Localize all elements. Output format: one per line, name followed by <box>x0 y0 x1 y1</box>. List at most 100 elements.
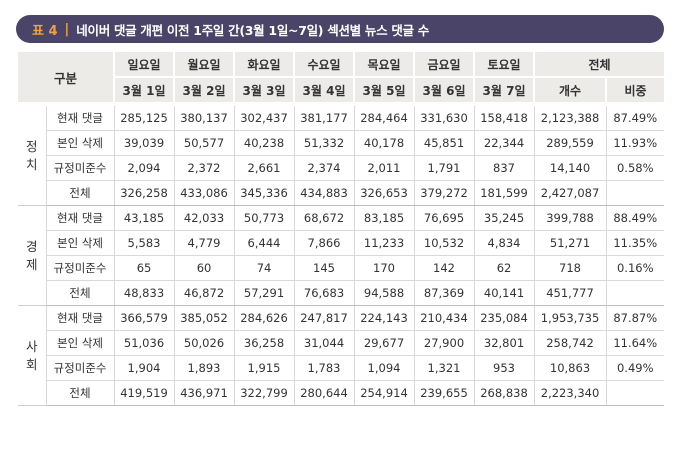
day-value-cell: 50,026 <box>173 330 235 356</box>
section-label: 정치 <box>18 106 47 206</box>
day-value-cell: 5,583 <box>113 230 175 256</box>
row-label: 본인 삭제 <box>46 130 115 156</box>
header-date: 3월 6일 <box>413 77 475 102</box>
day-value-cell: 302,437 <box>233 106 295 131</box>
table-body: 정치 현재 댓글 285,125 380,137 302,437 381,177 284,4… <box>18 102 665 406</box>
total-count-cell: 2,123,388 <box>533 106 607 131</box>
table-row: 사회 현재 댓글 366,579 385,052 284,626 247,817 224,1… <box>18 305 665 406</box>
day-value-cell: 2,094 <box>113 155 175 181</box>
ratio-cell: 87.49% <box>605 106 665 131</box>
header-row-dates: 3월 1일 3월 2일 3월 3일 3월 4일 3월 5일 3월 6일 3월 7… <box>18 77 665 102</box>
table-row: 본인 삭제 39,039 50,577 40,238 51,332 40,178 45,85… <box>18 130 665 156</box>
day-value-cell: 40,178 <box>353 130 415 156</box>
day-value-cell: 76,683 <box>293 280 355 306</box>
day-value-cell: 48,833 <box>113 280 175 306</box>
day-value-cell: 83,185 <box>353 205 415 231</box>
row-label: 전체 <box>46 180 115 206</box>
row-label: 규정미준수 <box>46 155 115 181</box>
ratio-cell <box>605 280 665 306</box>
day-value-cell: 50,773 <box>233 205 295 231</box>
table-row: 규정미준수 2,094 2,372 2,661 2,374 2,011 1,791 837 14… <box>18 155 665 181</box>
day-value-cell: 27,900 <box>413 330 475 356</box>
day-value-cell: 953 <box>473 355 535 381</box>
day-value-cell: 433,086 <box>173 180 235 206</box>
day-value-cell: 7,866 <box>293 230 355 256</box>
ratio-cell: 11.93% <box>605 130 665 156</box>
header-ratio: 비중 <box>605 77 665 102</box>
total-count-cell: 399,788 <box>533 205 607 231</box>
day-value-cell: 40,141 <box>473 280 535 306</box>
total-count-cell: 451,777 <box>533 280 607 306</box>
table-number: 표 4 <box>32 23 58 39</box>
day-value-cell: 379,272 <box>413 180 475 206</box>
table-title-bar: 표 4 | 네이버 댓글 개편 이전 1주일 간(3월 1일~7일) 섹션별 뉴… <box>16 15 664 43</box>
total-count-cell: 1,953,735 <box>533 305 607 331</box>
ratio-cell: 0.58% <box>605 155 665 181</box>
day-value-cell: 170 <box>353 255 415 281</box>
day-value-cell: 142 <box>413 255 475 281</box>
table-row: 정치 현재 댓글 285,125 380,137 302,437 381,177 284,4… <box>18 106 665 206</box>
day-value-cell: 2,011 <box>353 155 415 181</box>
table-row: 규정미준수 65 60 74 145 170 142 62 718 0.16% <box>18 255 665 281</box>
day-value-cell: 385,052 <box>173 305 235 331</box>
total-count-cell: 10,863 <box>533 355 607 381</box>
day-value-cell: 1,915 <box>233 355 295 381</box>
day-value-cell: 45,851 <box>413 130 475 156</box>
day-value-cell: 39,039 <box>113 130 175 156</box>
day-value-cell: 2,374 <box>293 155 355 181</box>
day-value-cell: 6,444 <box>233 230 295 256</box>
day-value-cell: 46,872 <box>173 280 235 306</box>
day-value-cell: 181,599 <box>473 180 535 206</box>
header-date: 3월 1일 <box>113 77 175 102</box>
row-label: 규정미준수 <box>46 355 115 381</box>
header-day: 토요일 <box>473 52 535 78</box>
header-date: 3월 4일 <box>293 77 355 102</box>
day-value-cell: 1,904 <box>113 355 175 381</box>
day-value-cell: 42,033 <box>173 205 235 231</box>
total-count-cell: 289,559 <box>533 130 607 156</box>
day-value-cell: 1,094 <box>353 355 415 381</box>
day-value-cell: 62 <box>473 255 535 281</box>
day-value-cell: 31,044 <box>293 330 355 356</box>
day-value-cell: 345,336 <box>233 180 295 206</box>
day-value-cell: 32,801 <box>473 330 535 356</box>
day-value-cell: 10,532 <box>413 230 475 256</box>
day-value-cell: 51,036 <box>113 330 175 356</box>
day-value-cell: 4,779 <box>173 230 235 256</box>
day-value-cell: 40,238 <box>233 130 295 156</box>
day-value-cell: 419,519 <box>113 380 175 406</box>
day-value-cell: 158,418 <box>473 106 535 131</box>
ratio-cell: 11.35% <box>605 230 665 256</box>
total-count-cell: 2,427,087 <box>533 180 607 206</box>
day-value-cell: 268,838 <box>473 380 535 406</box>
day-value-cell: 1,791 <box>413 155 475 181</box>
day-value-cell: 22,344 <box>473 130 535 156</box>
header-day: 목요일 <box>353 52 415 78</box>
day-value-cell: 284,626 <box>233 305 295 331</box>
day-value-cell: 239,655 <box>413 380 475 406</box>
ratio-cell: 88.49% <box>605 205 665 231</box>
header-date: 3월 3일 <box>233 77 295 102</box>
day-value-cell: 381,177 <box>293 106 355 131</box>
day-value-cell: 57,291 <box>233 280 295 306</box>
row-label: 규정미준수 <box>46 255 115 281</box>
day-value-cell: 94,588 <box>353 280 415 306</box>
day-value-cell: 331,630 <box>413 106 475 131</box>
day-value-cell: 285,125 <box>113 106 175 131</box>
day-value-cell: 65 <box>113 255 175 281</box>
day-value-cell: 280,644 <box>293 380 355 406</box>
section-label: 경제 <box>18 205 47 306</box>
header-day: 월요일 <box>173 52 235 78</box>
day-value-cell: 1,893 <box>173 355 235 381</box>
table-row: 전체 326,258 433,086 345,336 434,883 326,653 379… <box>18 180 665 206</box>
ratio-cell: 0.49% <box>605 355 665 381</box>
day-value-cell: 284,464 <box>353 106 415 131</box>
header-total: 전체 <box>533 52 665 78</box>
day-value-cell: 326,653 <box>353 180 415 206</box>
header-date: 3월 7일 <box>473 77 535 102</box>
header-date: 3월 2일 <box>173 77 235 102</box>
header-day: 금요일 <box>413 52 475 78</box>
row-label: 본인 삭제 <box>46 330 115 356</box>
day-value-cell: 4,834 <box>473 230 535 256</box>
day-value-cell: 1,321 <box>413 355 475 381</box>
